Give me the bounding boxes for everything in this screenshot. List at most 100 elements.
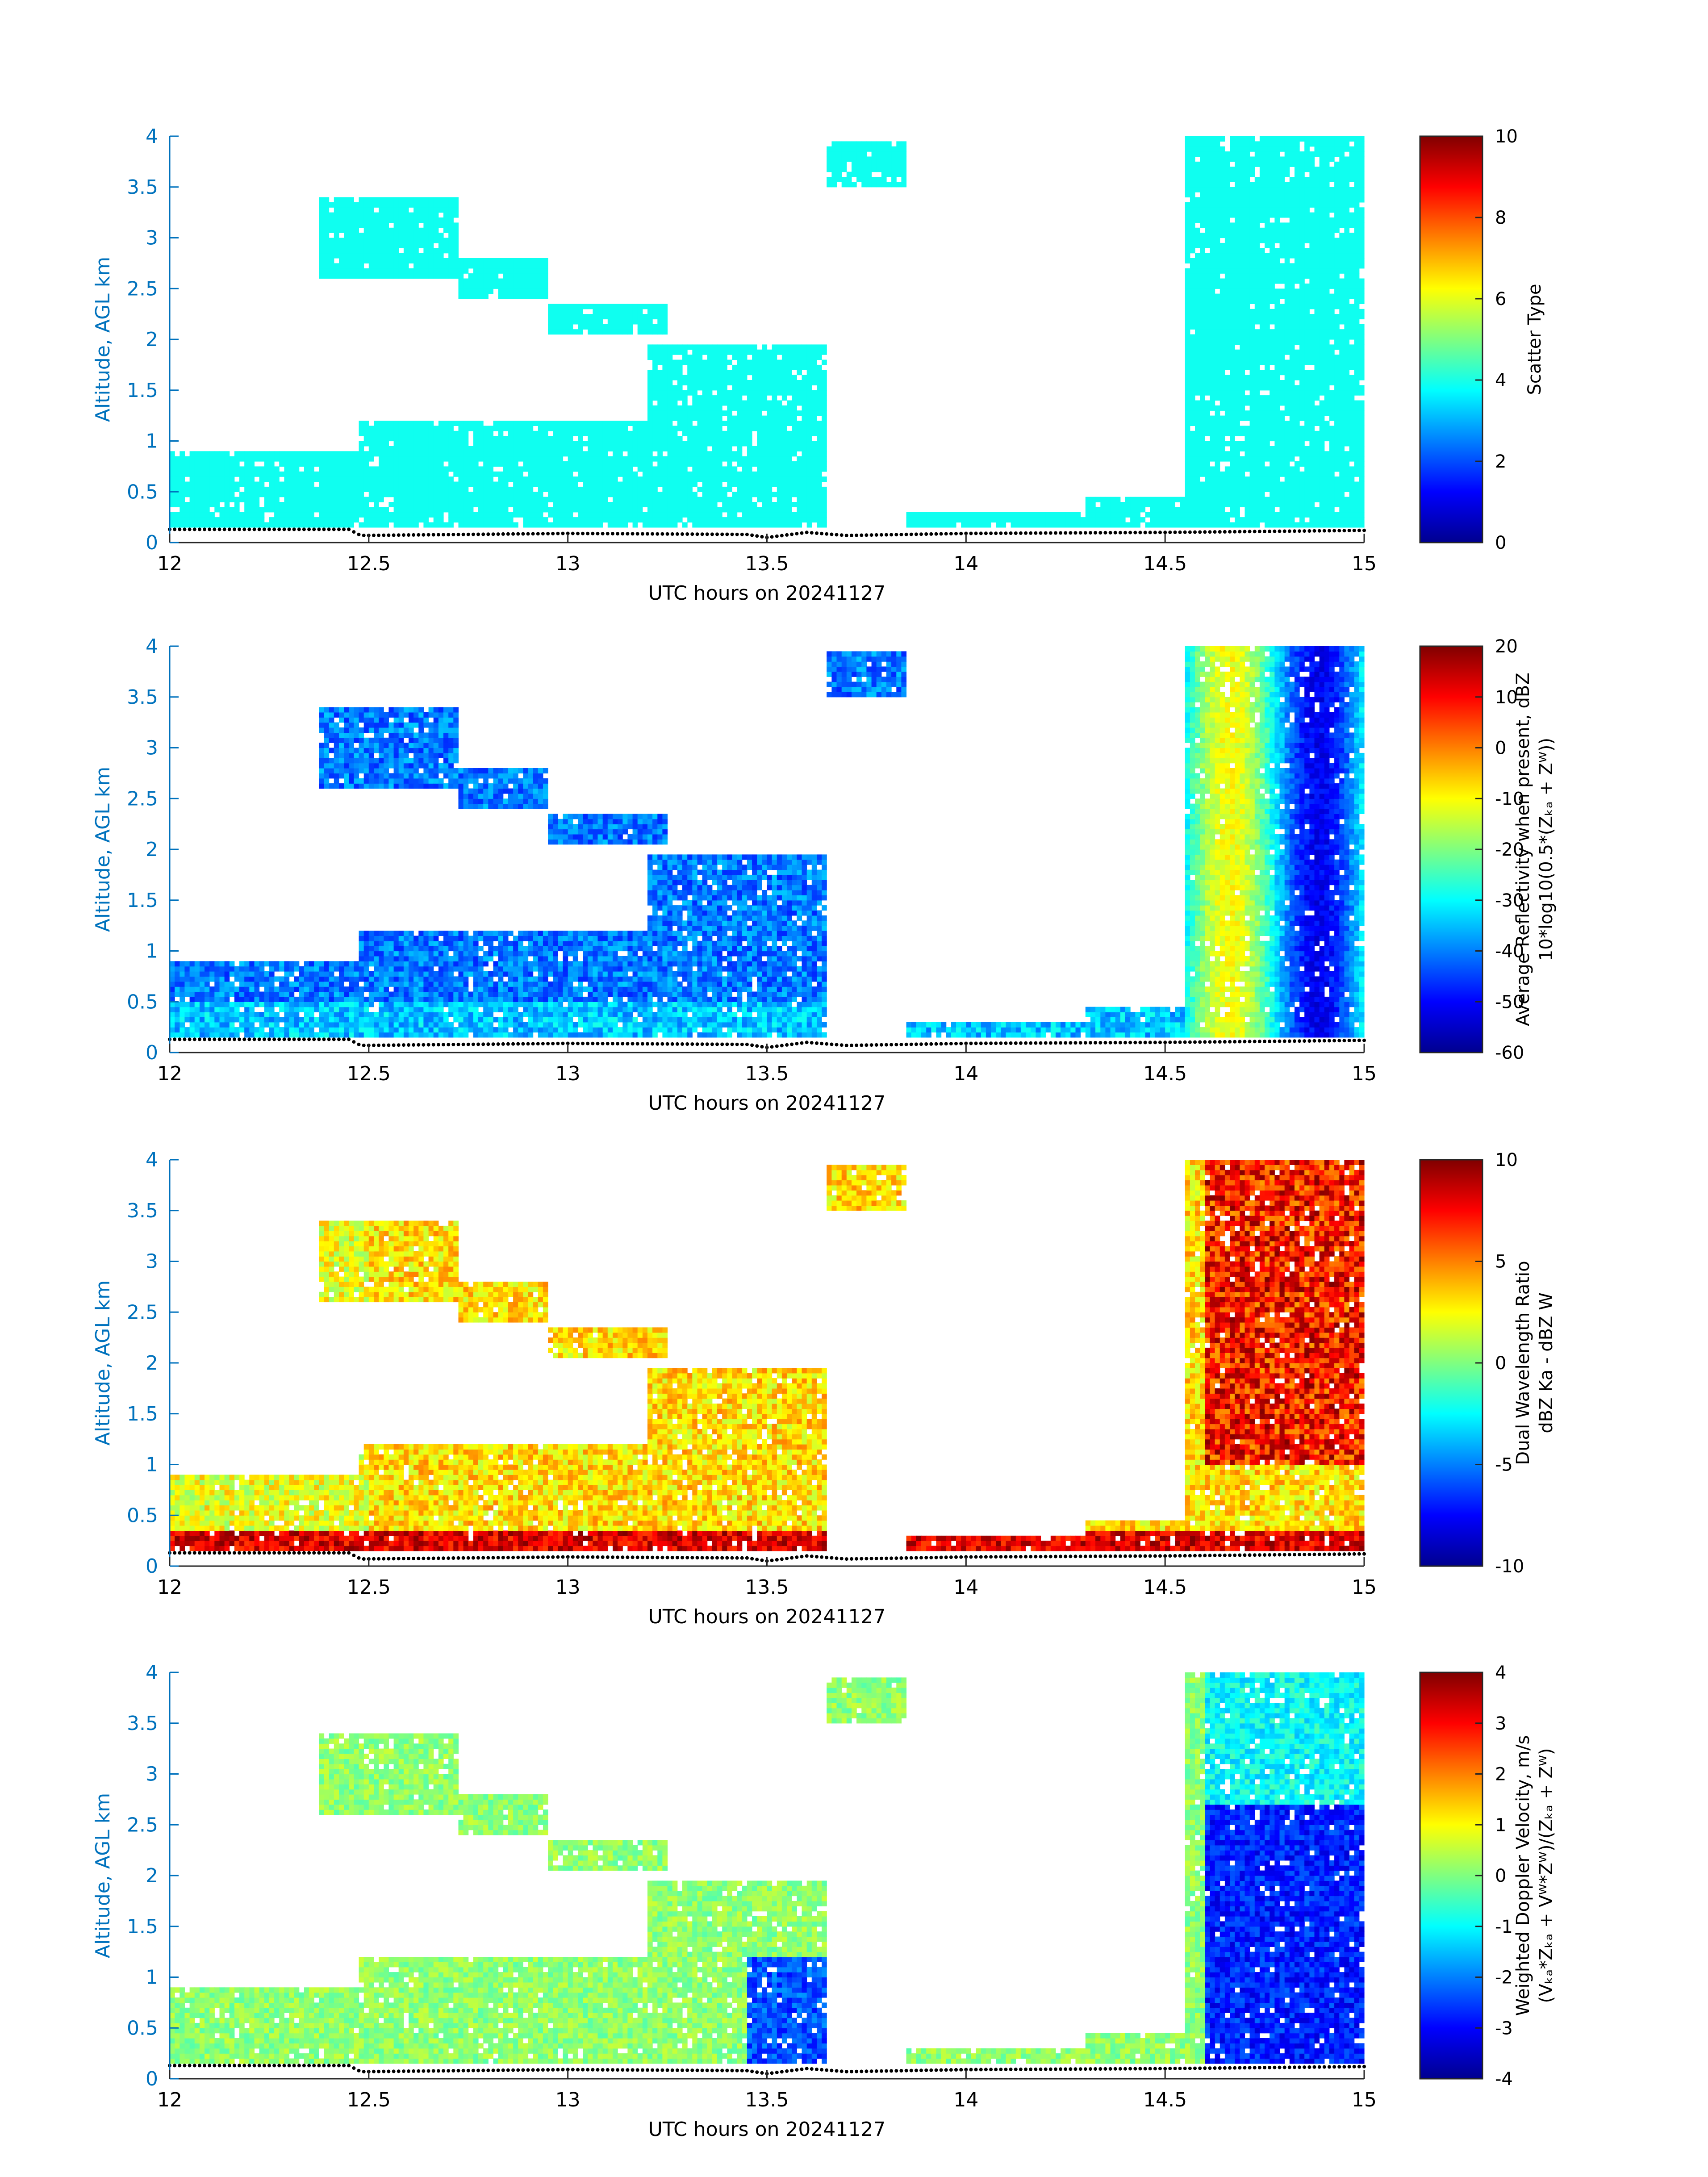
heatmap-cell: [578, 517, 583, 522]
heatmap-cell: [866, 177, 872, 182]
heatmap-cell: [1145, 502, 1151, 507]
heatmap-cell: [438, 207, 444, 213]
heatmap-cell: [503, 487, 509, 492]
heatmap-cell: [652, 487, 658, 492]
heatmap-cell: [1056, 522, 1061, 528]
heatmap-cell: [483, 476, 489, 482]
heatmap-cell: [647, 476, 653, 482]
heatmap-cell: [498, 263, 504, 268]
heatmap-cell: [732, 344, 738, 350]
heatmap-cell: [613, 487, 618, 492]
heatmap-cell: [1240, 294, 1245, 299]
heatmap-cell: [677, 456, 683, 462]
heatmap-cell: [598, 431, 603, 436]
heatmap-cell: [513, 472, 518, 477]
heatmap-cell: [1240, 136, 1245, 142]
heatmap-cell: [643, 512, 648, 518]
heatmap-cell: [543, 472, 548, 477]
heatmap-cell: [493, 456, 499, 462]
heatmap-cell: [747, 466, 752, 472]
heatmap-cell: [468, 273, 474, 279]
heatmap-cell: [1240, 238, 1245, 243]
heatmap-cell: [195, 472, 200, 477]
heatmap-cell: [662, 431, 668, 436]
heatmap-cell: [1220, 294, 1225, 299]
heatmap-cell: [603, 431, 608, 436]
heatmap-cell: [573, 461, 578, 467]
heatmap-cell: [1245, 187, 1250, 192]
heatmap-cell: [1210, 507, 1215, 512]
heatmap-cell: [239, 476, 245, 482]
heatmap-cell: [528, 426, 534, 431]
heatmap-cell: [379, 213, 384, 218]
heatmap-cell: [538, 497, 543, 502]
heatmap-cell: [767, 476, 773, 482]
heatmap-cell: [1250, 436, 1255, 441]
heatmap-cell: [886, 146, 892, 152]
heatmap-cell: [697, 507, 703, 512]
heatmap-cell: [732, 355, 738, 360]
heatmap-cell: [1195, 339, 1200, 345]
heatmap-cell: [349, 502, 354, 507]
heatmap-cell: [712, 365, 718, 370]
heatmap-cell: [588, 472, 593, 477]
heatmap-cell: [583, 476, 588, 482]
heatmap-cell: [379, 268, 384, 274]
heatmap-cell: [533, 482, 539, 487]
heatmap-cell: [1255, 344, 1260, 350]
heatmap-cell: [249, 502, 255, 507]
heatmap-cell: [1185, 213, 1190, 218]
heatmap-cell: [1235, 466, 1240, 472]
heatmap-cell: [797, 446, 802, 451]
heatmap-cell: [459, 294, 464, 299]
heatmap-cell: [608, 522, 613, 528]
heatmap-cell: [195, 461, 200, 467]
heatmap-cell: [1230, 253, 1235, 259]
heatmap-cell: [717, 405, 722, 411]
heatmap-cell: [1225, 248, 1230, 253]
heatmap-cell: [200, 487, 205, 492]
heatmap-cell: [1200, 421, 1205, 426]
heatmap-cell: [1220, 288, 1225, 294]
heatmap-cell: [1230, 512, 1235, 518]
heatmap-cell: [453, 441, 459, 447]
heatmap-cell: [488, 512, 493, 518]
heatmap-cell: [1185, 273, 1190, 279]
heatmap-cell: [1190, 238, 1195, 243]
heatmap-cell: [593, 436, 598, 441]
heatmap-cell: [230, 507, 235, 512]
heatmap-cell: [767, 385, 773, 390]
heatmap-cell: [578, 507, 583, 512]
heatmap-cell: [583, 466, 588, 472]
heatmap-cell: [434, 258, 439, 263]
heatmap-cell: [543, 456, 548, 462]
heatmap-cell: [523, 522, 528, 528]
heatmap-cell: [438, 197, 444, 203]
heatmap-cell: [1225, 243, 1230, 248]
heatmap-cell: [468, 446, 474, 451]
heatmap-cell: [1210, 329, 1215, 334]
panel-1: 12 12.5 13 13.5 14 14.5 1500.511.522.533.54UTC…: [92, 125, 1545, 605]
heatmap-cell: [249, 512, 255, 518]
heatmap-cell: [717, 507, 722, 512]
heatmap-cell: [394, 436, 399, 441]
heatmap-cell: [662, 461, 668, 467]
heatmap-cell: [1195, 217, 1200, 223]
heatmap-cell: [861, 182, 867, 187]
heatmap-cell: [1070, 517, 1076, 522]
heatmap-cell: [1210, 375, 1215, 380]
heatmap-cell: [1036, 522, 1041, 528]
heatmap-cell: [737, 497, 743, 502]
heatmap-cell: [593, 476, 598, 482]
heatmap-cell: [672, 502, 678, 507]
heatmap-cell: [647, 507, 653, 512]
heatmap-cell: [757, 395, 762, 401]
heatmap-cell: [717, 476, 722, 482]
heatmap-cell: [409, 233, 414, 238]
heatmap-cell: [374, 217, 379, 223]
heatmap-cell: [1081, 517, 1086, 522]
heatmap-cell: [1250, 202, 1255, 208]
heatmap-cell: [633, 482, 638, 487]
heatmap-cell: [742, 502, 748, 507]
heatmap-cell: [1135, 497, 1140, 502]
